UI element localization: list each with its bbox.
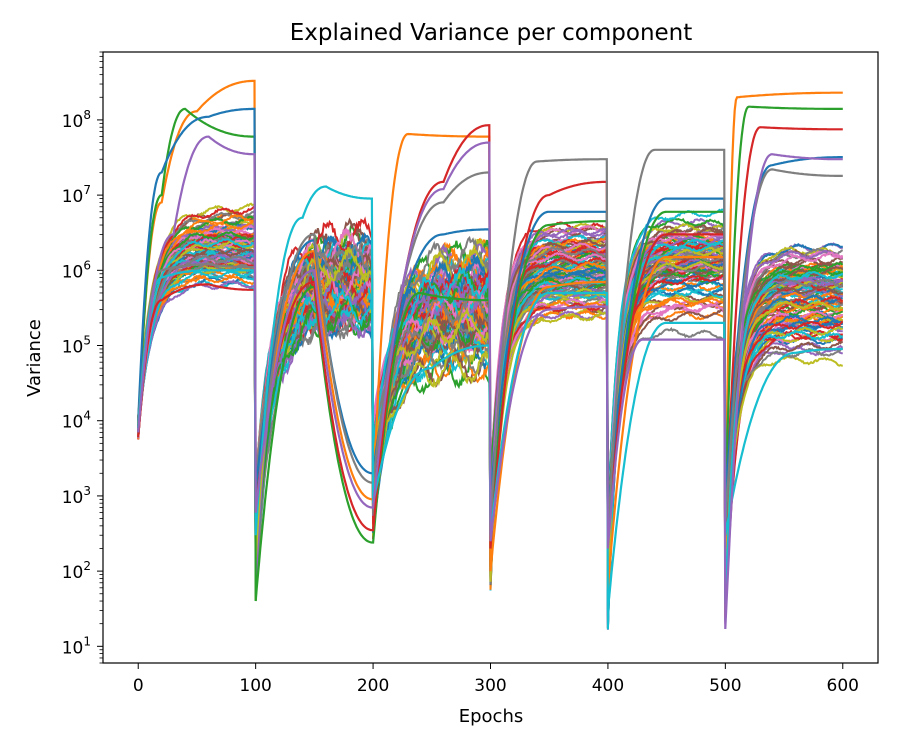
y-axis: 101 102 103 104 105 106 107 108 [62, 51, 103, 664]
x-tick-label: 100 [239, 676, 271, 696]
y-tick-label: 107 [62, 183, 91, 207]
y-tick-label: 104 [62, 409, 91, 433]
series-line-highlight [137, 135, 843, 630]
y-tick-label: 105 [62, 334, 91, 358]
y-axis-label: Variance [24, 319, 45, 397]
y-tick-label: 103 [62, 484, 91, 508]
x-tick-label: 200 [357, 676, 389, 696]
y-tick-label: 101 [62, 634, 91, 658]
series-layer [137, 79, 843, 630]
x-tick-label: 300 [474, 676, 506, 696]
x-tick-label: 500 [709, 676, 741, 696]
chart-title: Explained Variance per component [290, 20, 693, 46]
x-axis: 0 100 200 300 400 500 600 [133, 663, 859, 696]
x-tick-label: 400 [592, 676, 624, 696]
x-tick-label: 600 [827, 676, 859, 696]
y-tick-label: 102 [62, 559, 91, 583]
y-tick-label: 108 [62, 108, 91, 132]
y-tick-label: 106 [62, 258, 91, 282]
x-tick-label: 0 [133, 676, 144, 696]
x-axis-label: Epochs [459, 706, 524, 727]
